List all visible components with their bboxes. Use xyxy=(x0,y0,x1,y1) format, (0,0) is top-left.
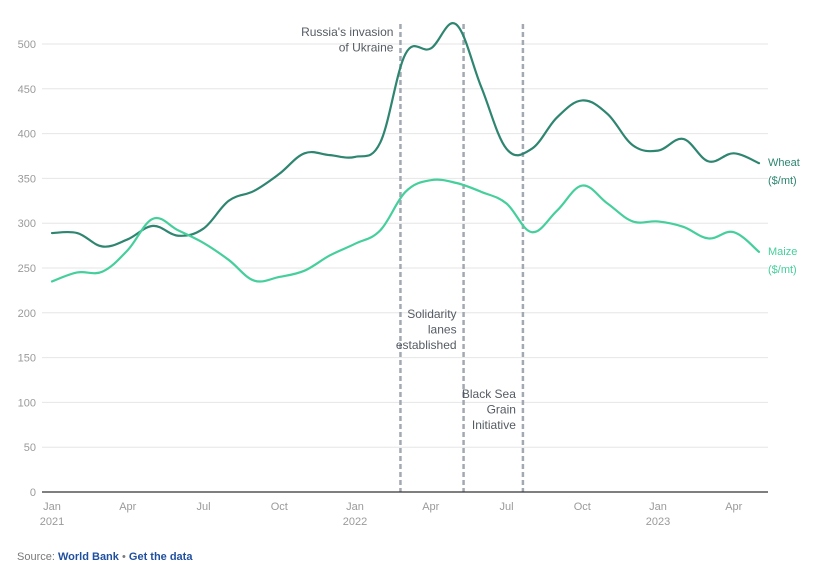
annotation-text: established xyxy=(396,338,457,352)
series-label-maize: Maize xyxy=(768,246,797,258)
y-tick-label: 0 xyxy=(30,487,36,499)
x-tick-year-label: 2022 xyxy=(343,516,367,528)
gridlines xyxy=(42,43,768,448)
y-tick-label: 50 xyxy=(24,442,36,454)
y-tick-label: 250 xyxy=(18,263,36,275)
y-tick-label: 300 xyxy=(18,218,36,230)
series-line-maize xyxy=(50,178,761,283)
annotation-text: Russia's invasion xyxy=(301,25,393,39)
source-link[interactable]: World Bank xyxy=(57,551,119,563)
x-tick-label: Jan xyxy=(649,501,667,513)
source-label: Source: xyxy=(17,551,55,563)
series-line-wheat xyxy=(50,22,761,248)
event-annotations: Russia's invasion of Ukraine Solidarity lan… xyxy=(301,24,525,492)
series-label-wheat: Wheat xyxy=(768,157,800,169)
annotation-text: Grain xyxy=(487,403,516,417)
y-tick-label: 400 xyxy=(18,129,36,141)
footer-separator: • xyxy=(121,551,126,563)
get-data-link[interactable]: Get the data xyxy=(128,551,193,563)
y-tick-label: 500 xyxy=(18,39,36,51)
x-tick-label: Jul xyxy=(499,501,513,513)
x-tick-label: Jul xyxy=(196,501,210,513)
annotation-text: Initiative xyxy=(472,418,516,432)
x-tick-label: Oct xyxy=(574,501,591,513)
line-chart: 0 50 100 150 200 250 300 350 400 450 500 Russia's … xyxy=(18,22,800,528)
x-tick-label: Apr xyxy=(725,501,742,513)
x-tick-label: Oct xyxy=(271,501,288,513)
x-tick-label: Apr xyxy=(119,501,136,513)
chart-footer: Source: World Bank • Get the data xyxy=(17,551,192,563)
y-tick-label: 350 xyxy=(18,173,36,185)
x-tick-year-label: 2023 xyxy=(646,516,670,528)
y-tick-label: 100 xyxy=(18,397,36,409)
y-tick-label: 150 xyxy=(18,353,36,365)
annotation-text: Black Sea xyxy=(462,387,516,401)
annotation-text: lanes xyxy=(428,323,457,337)
x-tick-label: Jan xyxy=(346,501,364,513)
series-unit-maize: ($/mt) xyxy=(768,264,797,276)
x-tick-year-label: 2021 xyxy=(40,516,64,528)
annotation-text: of Ukraine xyxy=(339,41,394,55)
annotation-text: Solidarity xyxy=(407,307,456,321)
y-tick-label: 450 xyxy=(18,84,36,96)
x-axis-ticks: Jan 2021 Apr Jul Oct Jan 2022 Apr Jul Oct Jan 2023 A… xyxy=(40,501,743,528)
series-unit-wheat: ($/mt) xyxy=(768,175,797,187)
x-tick-label: Apr xyxy=(422,501,439,513)
series-labels: Wheat ($/mt) Maize ($/mt) xyxy=(768,157,800,276)
series-lines xyxy=(50,22,761,283)
y-tick-label: 200 xyxy=(18,308,36,320)
y-axis-ticks: 0 50 100 150 200 250 300 350 400 450 500 xyxy=(18,39,36,499)
x-tick-label: Jan xyxy=(43,501,61,513)
